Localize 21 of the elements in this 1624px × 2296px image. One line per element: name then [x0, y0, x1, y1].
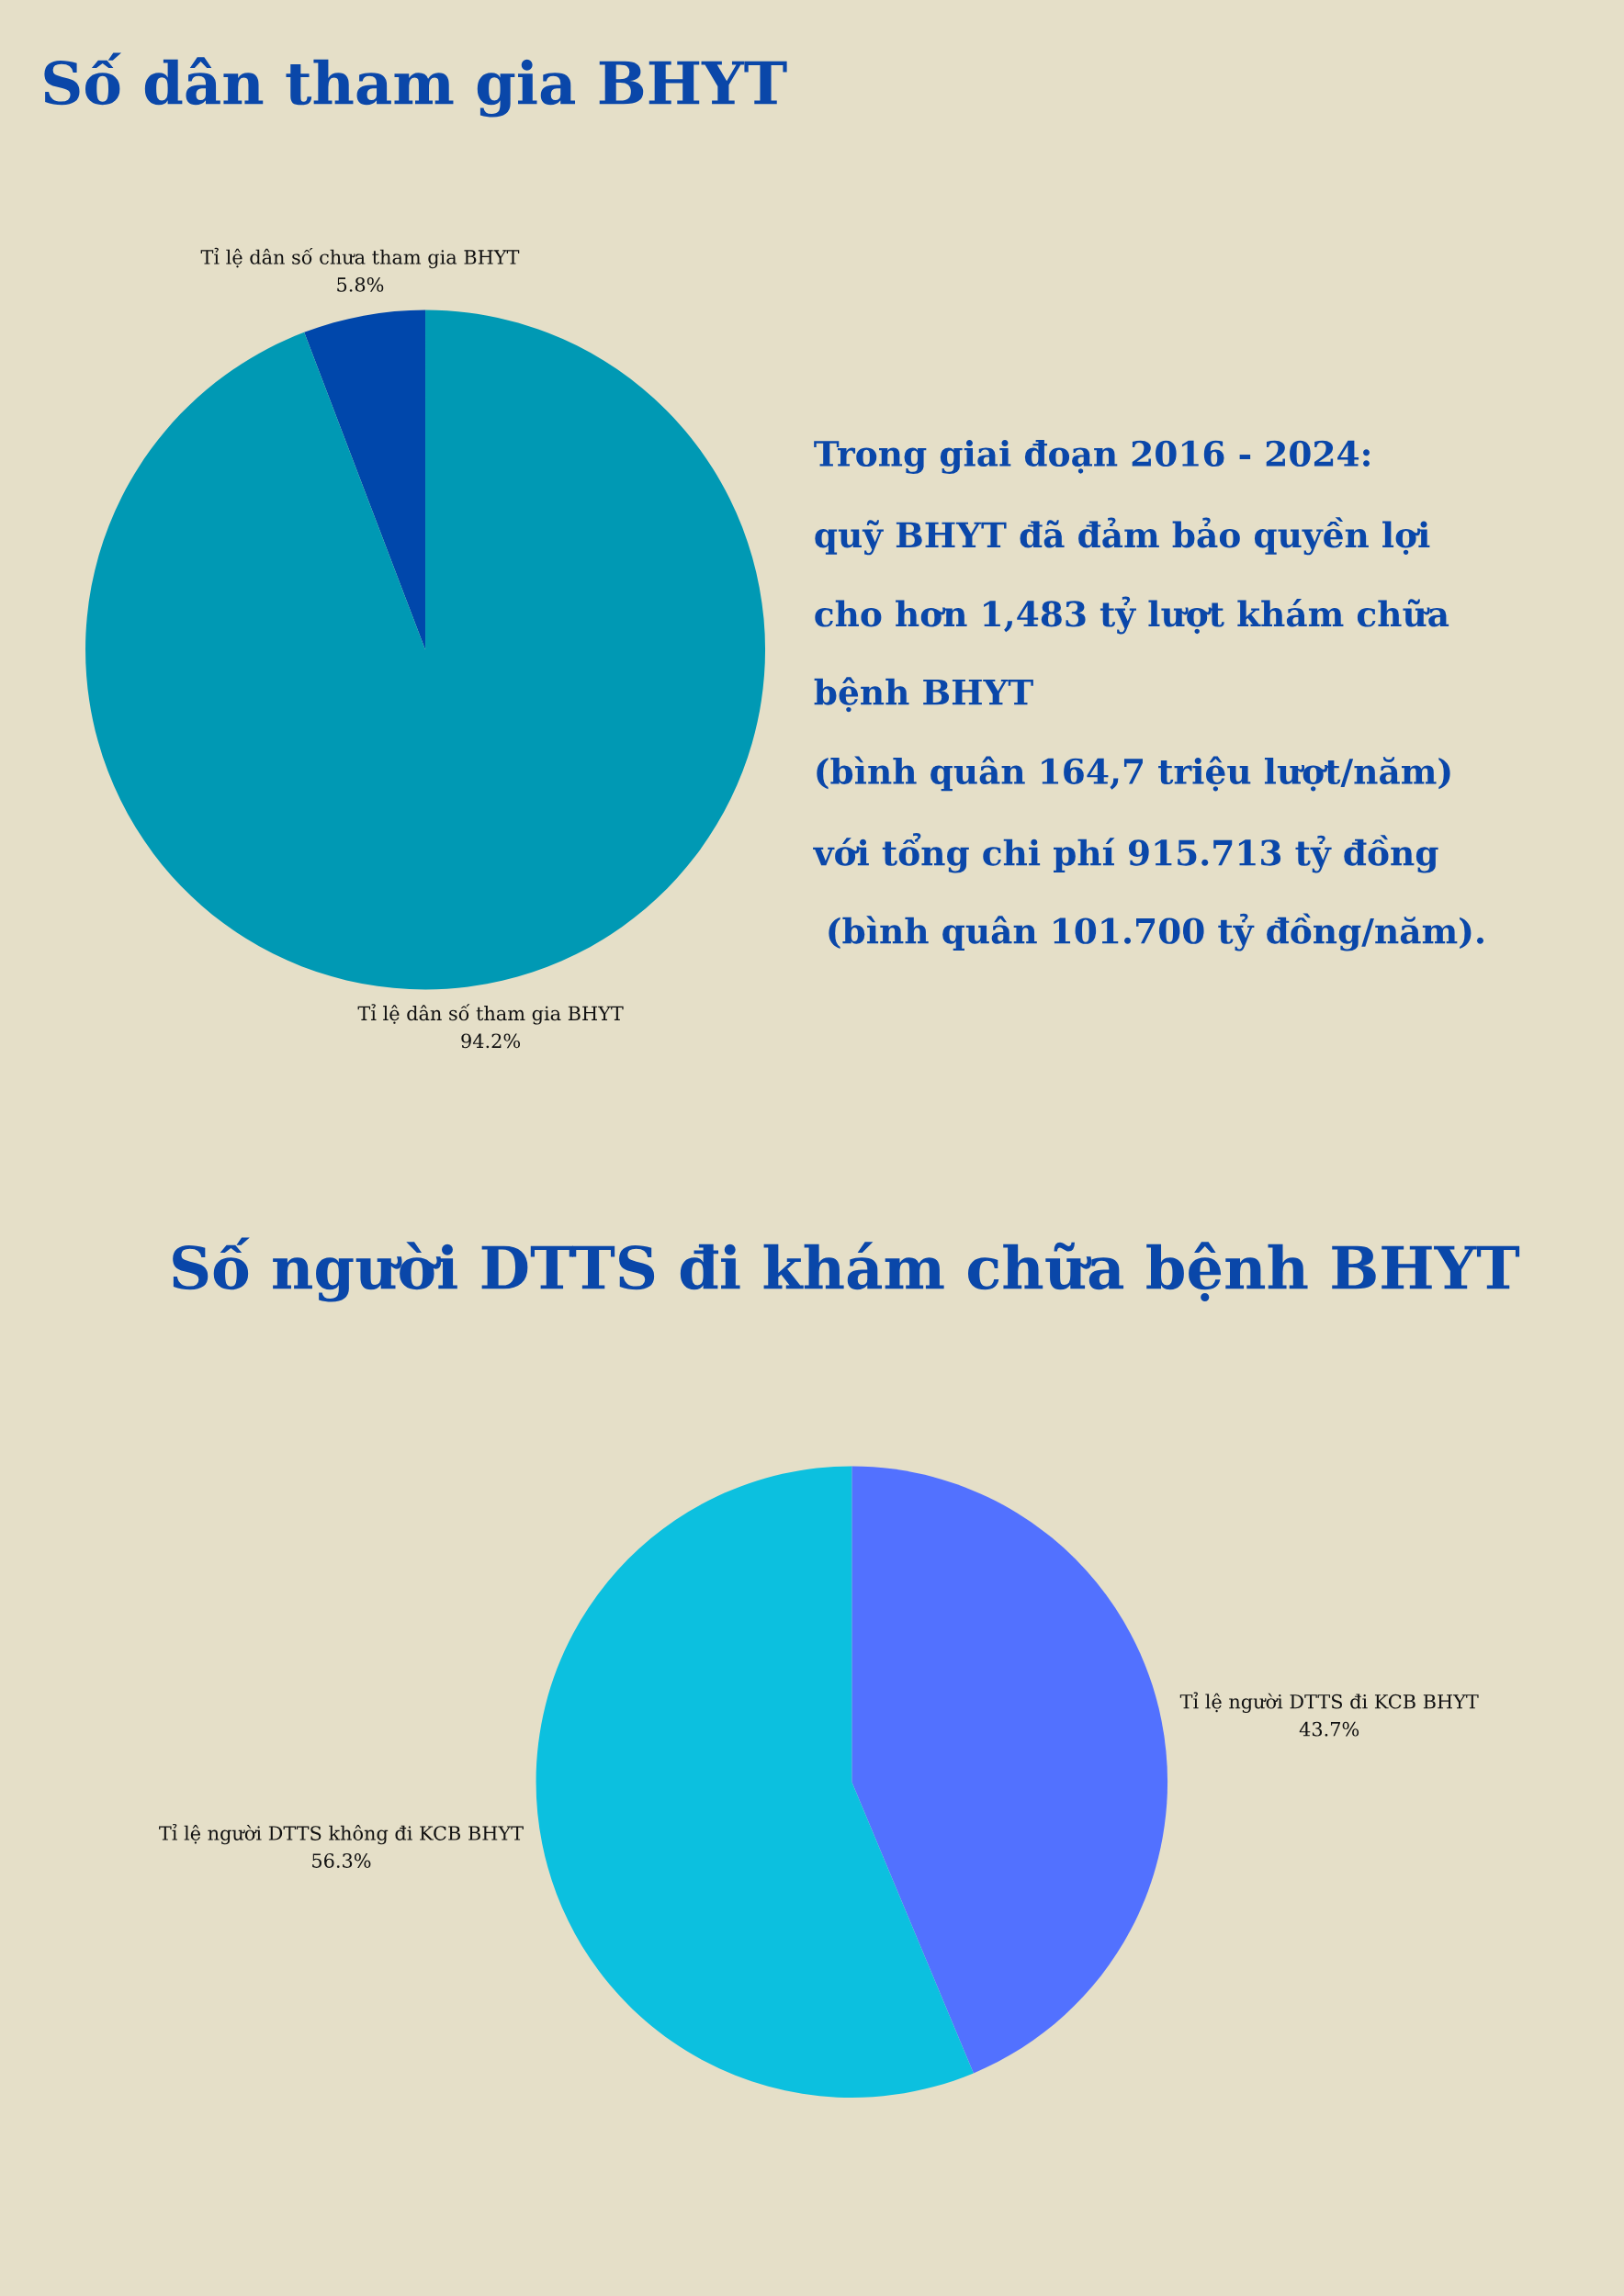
text: với tổng chi phí 915.713 tỷ đồng	[813, 833, 1438, 873]
slice-label: Tỉ lệ dân số tham gia BHYT	[357, 1004, 624, 1025]
data-label: 94.2%	[461, 1033, 521, 1049]
text: (bình quân 164,7 triệu lượt/năm)	[817, 756, 1450, 792]
pie-slice	[536, 1466, 974, 2098]
text: Trong giai đoạn 2016 - 2024:	[814, 440, 1370, 474]
pie-slice	[85, 310, 766, 990]
pie-slice	[304, 310, 426, 650]
text: bệnh BHYT	[814, 677, 1033, 713]
slice-label: Tỉ lệ người DTTS không đi KCB BHYT	[159, 1823, 524, 1845]
chart-title: Số dân tham gia BHYT	[44, 52, 787, 118]
slice-label: Tỉ lệ người DTTS đi KCB BHYT	[1179, 1692, 1479, 1713]
text: (bình quân 101.700 tỷ đồng/năm).	[829, 913, 1483, 951]
data-label: 56.3%	[312, 1853, 371, 1868]
text: cho hơn 1,483 tỷ lượt khám chữa	[815, 596, 1449, 635]
pie-slice	[851, 1466, 1167, 2074]
data-label: 5.8%	[337, 277, 384, 292]
slice-label: Tỉ lệ dân số chưa tham gia BHYT	[200, 247, 520, 269]
chart-title: Số người DTTS đi khám chữa bệnh BHYT	[173, 1237, 1520, 1302]
text: quỹ BHYT đã đảm bảo quyền lợi	[815, 517, 1430, 556]
data-label: 43.7%	[1299, 1721, 1359, 1737]
